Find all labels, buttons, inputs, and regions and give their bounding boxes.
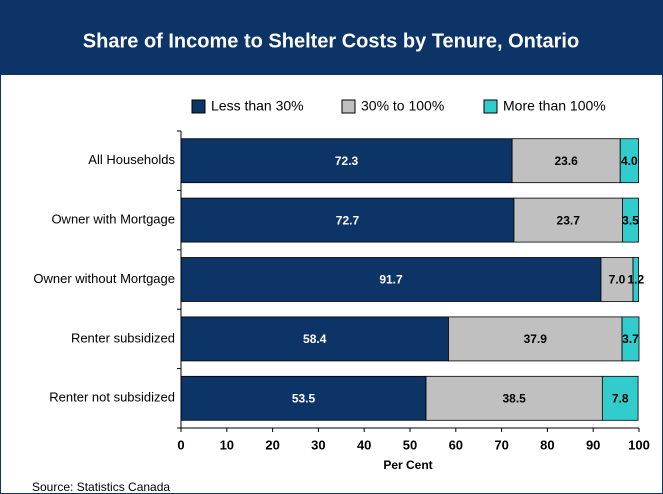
y-tick-label: All Households — [88, 152, 175, 167]
x-tick-label: 0 — [177, 437, 184, 452]
source: Source: Statistics Canada — [32, 480, 170, 494]
legend-label: More than 100% — [503, 98, 606, 114]
bar-segment — [622, 197, 639, 243]
y-tick-label: Owner without Mortgage — [33, 271, 175, 286]
title-bar — [0, 0, 663, 75]
bar-segment — [180, 197, 515, 243]
bar-segment — [425, 375, 603, 421]
value-label: 58.4 — [303, 332, 327, 346]
bar-segment — [180, 138, 513, 184]
bar-segment — [600, 257, 634, 302]
chart-title: Share of Income to Shelter Costs by Tenu… — [83, 30, 579, 52]
bar-segment — [632, 257, 639, 302]
x-tick-label: 40 — [357, 437, 371, 452]
value-label: 37.9 — [524, 332, 548, 346]
value-label: 3.5 — [622, 213, 639, 227]
x-tick-label: 80 — [540, 437, 554, 452]
value-label: 23.6 — [554, 154, 578, 168]
bar-segment — [619, 138, 639, 184]
x-tick-label: 10 — [220, 437, 234, 452]
bar-segment — [513, 197, 623, 243]
x-tick-label: 70 — [494, 437, 508, 452]
value-label: 4.0 — [621, 154, 638, 168]
x-tick-label: 20 — [265, 437, 279, 452]
legend-label: Less than 30% — [211, 98, 304, 114]
legend-swatch — [191, 99, 206, 114]
value-label: 3.7 — [622, 332, 639, 346]
value-label: 7.8 — [612, 391, 629, 405]
value-label: 91.7 — [379, 273, 403, 287]
x-tick-label: 90 — [586, 437, 600, 452]
y-tick-label: Owner with Mortgage — [51, 212, 175, 227]
value-label: 72.3 — [335, 154, 359, 168]
bar-segment — [511, 138, 621, 184]
legend-swatch — [483, 99, 498, 114]
bar-segment — [448, 316, 623, 362]
bar-segment — [180, 257, 602, 302]
x-tick-label: 30 — [311, 437, 325, 452]
x-tick-label: 60 — [449, 437, 463, 452]
x-tick-label: 100 — [628, 437, 650, 452]
bar-segment — [601, 375, 639, 421]
legend-label: 30% to 100% — [361, 98, 444, 114]
bar-segment — [180, 316, 449, 362]
value-label: 1.2 — [627, 273, 644, 287]
legend-swatch — [341, 99, 356, 114]
value-label: 23.7 — [557, 213, 581, 227]
x-axis-label: Per Cent — [383, 458, 432, 472]
value-label: 72.7 — [336, 213, 360, 227]
value-label: 38.5 — [503, 391, 527, 405]
bar-segment — [621, 316, 640, 362]
value-label: 7.0 — [609, 273, 626, 287]
y-tick-label: Renter subsidized — [71, 330, 175, 345]
value-label: 53.5 — [292, 391, 316, 405]
x-tick-label: 50 — [403, 437, 417, 452]
y-tick-label: Renter not subsidized — [49, 390, 175, 405]
